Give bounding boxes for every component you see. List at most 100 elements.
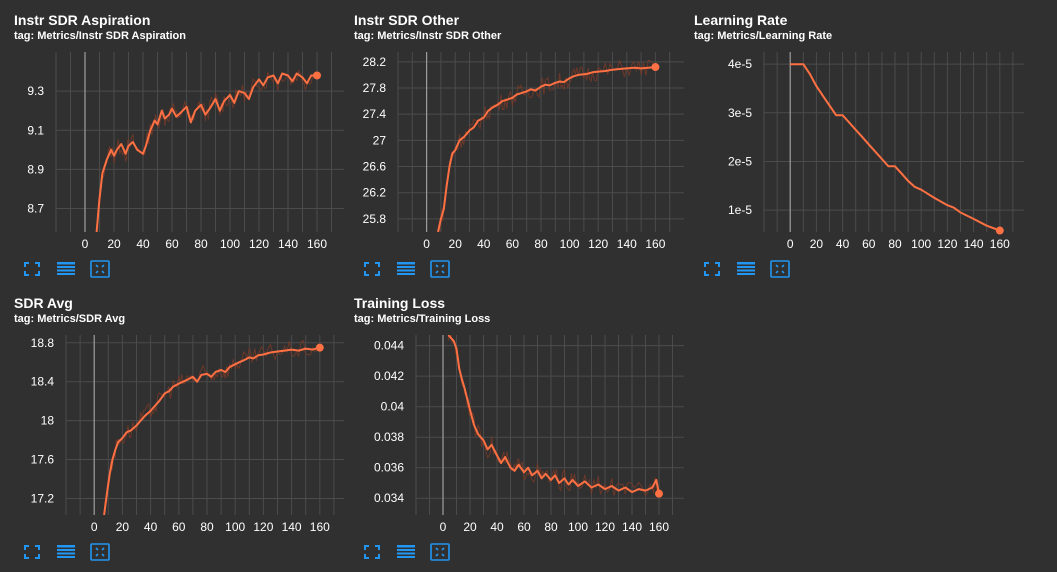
x-tick-label: 80 bbox=[534, 237, 548, 251]
line-chart[interactable]: 0 20 40 60 80 100 120 140 160 17.2 17.6 18 18.4 18.8 bbox=[14, 295, 344, 535]
fullscreen-button[interactable] bbox=[362, 260, 382, 278]
x-tick-label: 0 bbox=[82, 237, 89, 251]
data-table-button[interactable] bbox=[56, 543, 76, 561]
data-table-icon bbox=[397, 545, 415, 559]
chart-tag: tag: Metrics/SDR Avg bbox=[14, 313, 126, 325]
y-tick-label: 0.042 bbox=[374, 369, 404, 383]
data-table-icon bbox=[737, 262, 755, 276]
chart-card-sdr-avg: SDR Avg tag: Metrics/SDR Avg 0 20 40 60 80 10… bbox=[14, 295, 344, 565]
x-tick-label: 0 bbox=[787, 237, 794, 251]
data-table-button[interactable] bbox=[736, 260, 756, 278]
x-tick-label: 140 bbox=[964, 237, 984, 251]
data-table-icon bbox=[57, 262, 75, 276]
fit-domain-button[interactable] bbox=[430, 543, 450, 561]
series-raw-line bbox=[437, 59, 654, 232]
chart-card-training-loss: Training Loss tag: Metrics/Training Loss… bbox=[354, 295, 684, 565]
x-tick-label: 160 bbox=[310, 520, 330, 534]
fullscreen-icon bbox=[364, 545, 380, 559]
data-table-button[interactable] bbox=[56, 260, 76, 278]
x-tick-label: 120 bbox=[937, 237, 957, 251]
y-tick-label: 0.036 bbox=[374, 461, 404, 475]
x-tick-label: 0 bbox=[440, 520, 447, 534]
y-tick-label: 17.6 bbox=[31, 453, 55, 467]
y-tick-label: 8.9 bbox=[27, 162, 44, 176]
series-last-point[interactable] bbox=[315, 343, 324, 352]
x-tick-label: 20 bbox=[449, 237, 463, 251]
series-raw-line bbox=[447, 335, 659, 498]
fullscreen-button[interactable] bbox=[22, 260, 42, 278]
x-tick-label: 40 bbox=[136, 237, 150, 251]
chart-tag: tag: Metrics/Instr SDR Other bbox=[354, 30, 502, 42]
x-tick-label: 100 bbox=[560, 237, 580, 251]
x-tick-label: 160 bbox=[649, 520, 669, 534]
series-line bbox=[447, 335, 660, 494]
y-tick-label: 27 bbox=[373, 133, 387, 147]
line-chart[interactable]: 0 20 40 60 80 100 120 140 160 1e-5 2e-5 3e-5 4e-5 bbox=[694, 12, 1024, 252]
fit-domain-button[interactable] bbox=[90, 260, 110, 278]
line-chart[interactable]: 0 20 40 60 80 100 120 140 160 0.034 0.036 0.038 0.04… bbox=[354, 295, 684, 535]
y-tick-label: 0.044 bbox=[374, 339, 404, 353]
line-chart[interactable]: 0 20 40 60 80 100 120 140 160 25.8 26.2 26.6 27 27.4 2… bbox=[354, 12, 684, 252]
chart-title: Learning Rate bbox=[694, 12, 788, 28]
fit-domain-button[interactable] bbox=[770, 260, 790, 278]
x-tick-label: 140 bbox=[282, 520, 302, 534]
x-tick-label: 0 bbox=[423, 237, 430, 251]
series-last-point[interactable] bbox=[655, 489, 663, 498]
chart-tag: tag: Metrics/Learning Rate bbox=[694, 30, 833, 42]
chart-card-instr-sdr-other: Instr SDR Other tag: Metrics/Instr SDR O… bbox=[354, 12, 684, 282]
x-tick-label: 40 bbox=[144, 520, 158, 534]
fit-domain-button[interactable] bbox=[90, 543, 110, 561]
chart-toolbar bbox=[362, 543, 450, 561]
y-tick-label: 17.2 bbox=[31, 491, 55, 505]
x-tick-label: 120 bbox=[249, 237, 269, 251]
fullscreen-icon bbox=[364, 262, 380, 276]
x-tick-label: 40 bbox=[836, 237, 850, 251]
y-tick-label: 27.4 bbox=[363, 107, 387, 121]
y-tick-label: 26.6 bbox=[363, 160, 387, 174]
fullscreen-button[interactable] bbox=[362, 543, 382, 561]
x-tick-label: 80 bbox=[888, 237, 902, 251]
x-tick-label: 80 bbox=[544, 520, 558, 534]
data-table-button[interactable] bbox=[396, 260, 416, 278]
y-tick-label: 2e-5 bbox=[728, 154, 752, 168]
chart-toolbar bbox=[22, 543, 110, 561]
y-tick-label: 8.7 bbox=[27, 202, 44, 216]
x-tick-label: 160 bbox=[307, 237, 327, 251]
y-tick-label: 9.1 bbox=[27, 123, 44, 137]
fullscreen-button[interactable] bbox=[702, 260, 722, 278]
series-line bbox=[103, 346, 321, 515]
chart-card-learning-rate: Learning Rate tag: Metrics/Learning Rate… bbox=[694, 12, 1024, 282]
y-tick-label: 28.2 bbox=[363, 55, 387, 69]
series-last-point[interactable] bbox=[313, 71, 321, 80]
fullscreen-button[interactable] bbox=[22, 543, 42, 561]
series-last-point[interactable] bbox=[651, 63, 660, 72]
fit-domain-button[interactable] bbox=[430, 260, 450, 278]
line-chart[interactable]: 0 20 40 60 80 100 120 140 160 8.7 8.9 9.1 9.3 bbox=[14, 12, 344, 252]
x-tick-label: 100 bbox=[911, 237, 931, 251]
x-tick-label: 100 bbox=[568, 520, 588, 534]
fit-domain-icon bbox=[90, 260, 110, 278]
fit-domain-icon bbox=[90, 543, 110, 561]
x-tick-label: 80 bbox=[194, 237, 208, 251]
x-tick-label: 60 bbox=[165, 237, 179, 251]
x-tick-label: 60 bbox=[506, 237, 520, 251]
y-tick-label: 18.4 bbox=[31, 375, 55, 389]
chart-title: Training Loss bbox=[354, 295, 446, 311]
x-tick-label: 100 bbox=[220, 237, 240, 251]
x-tick-label: 60 bbox=[517, 520, 531, 534]
series-line bbox=[95, 72, 317, 232]
chart-tag: tag: Metrics/Instr SDR Aspiration bbox=[14, 30, 186, 42]
series-last-point[interactable] bbox=[995, 226, 1004, 235]
fullscreen-icon bbox=[24, 545, 40, 559]
chart-title: Instr SDR Aspiration bbox=[14, 12, 151, 28]
y-tick-label: 25.8 bbox=[363, 212, 387, 226]
x-tick-label: 140 bbox=[617, 237, 637, 251]
y-tick-label: 1e-5 bbox=[728, 203, 752, 217]
chart-toolbar bbox=[362, 260, 450, 278]
series-raw-line bbox=[96, 69, 316, 228]
data-table-button[interactable] bbox=[396, 543, 416, 561]
y-tick-label: 0.038 bbox=[374, 430, 404, 444]
fit-domain-icon bbox=[430, 543, 450, 561]
x-tick-label: 120 bbox=[588, 237, 608, 251]
x-tick-label: 40 bbox=[490, 520, 504, 534]
